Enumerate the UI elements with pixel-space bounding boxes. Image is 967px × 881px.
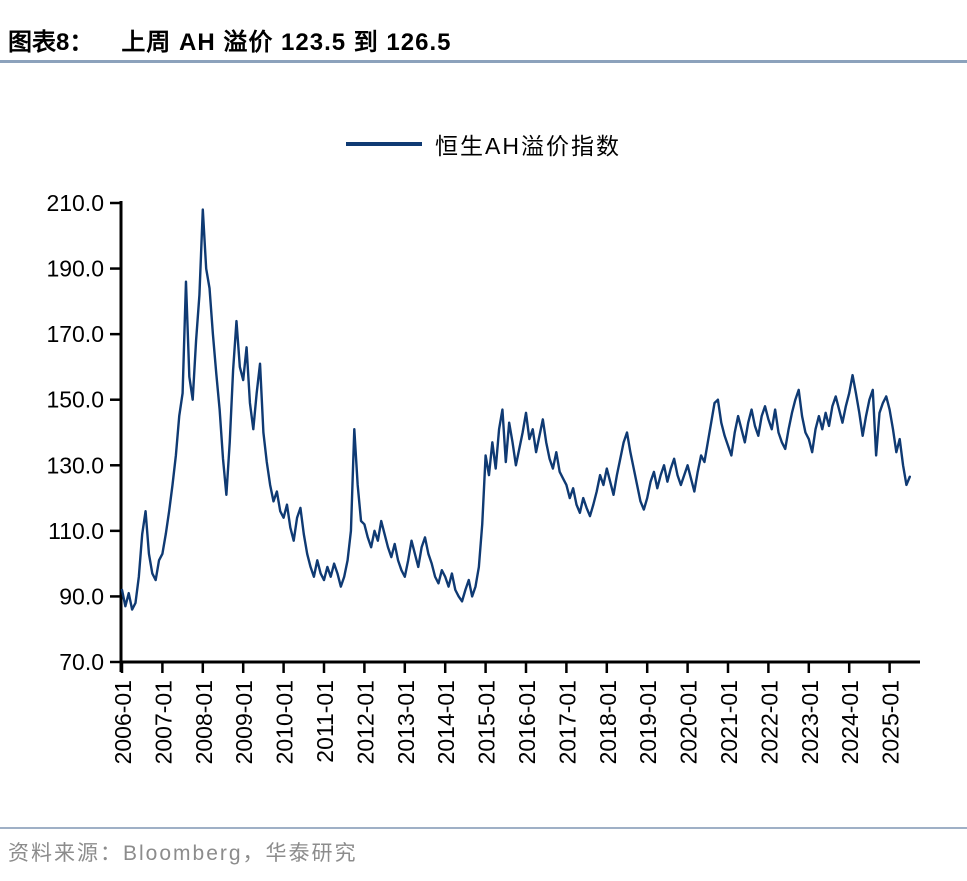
chart-legend: 恒生AH溢价指数 bbox=[0, 127, 967, 161]
x-tick-label: 2018-01 bbox=[595, 680, 621, 764]
x-tick-label: 2014-01 bbox=[433, 680, 459, 764]
x-tick-label: 2010-01 bbox=[272, 680, 298, 764]
y-tick-label: 70.0 bbox=[59, 649, 104, 675]
x-tick-label: 2006-01 bbox=[110, 680, 136, 764]
x-tick-label: 2011-01 bbox=[312, 680, 338, 763]
x-tick-label: 2009-01 bbox=[231, 680, 257, 764]
x-tick-label: 2023-01 bbox=[797, 680, 823, 764]
legend-series-label: 恒生AH溢价指数 bbox=[435, 133, 621, 159]
x-tick-label: 2022-01 bbox=[756, 680, 782, 764]
x-tick-label: 2013-01 bbox=[393, 680, 419, 764]
y-axis: 70.0 90.0 110.0 130.0 150.0 170.0 190.0 210.0 bbox=[46, 190, 123, 675]
x-tick-label: 2020-01 bbox=[676, 680, 702, 764]
title-divider bbox=[0, 60, 967, 63]
y-tick-label: 210.0 bbox=[46, 190, 104, 216]
premium-index-chart: 70.0 90.0 110.0 130.0 150.0 170.0 190.0 210.0 20… bbox=[0, 168, 967, 823]
x-tick-label: 2019-01 bbox=[635, 680, 661, 764]
x-tick-label: 2024-01 bbox=[837, 680, 863, 764]
x-tick-label: 2016-01 bbox=[514, 680, 540, 764]
y-tick-label: 170.0 bbox=[46, 321, 104, 347]
x-tick-label: 2025-01 bbox=[878, 680, 904, 764]
x-tick-label: 2017-01 bbox=[554, 680, 580, 764]
x-tick-label: 2007-01 bbox=[150, 680, 176, 764]
x-tick-label: 2015-01 bbox=[474, 680, 500, 764]
x-axis: 2006-01 2007-01 2008-01 2009-01 2010-01 2011-… bbox=[110, 660, 920, 764]
x-tick-label: 2021-01 bbox=[716, 680, 742, 764]
y-tick-label: 130.0 bbox=[46, 452, 104, 478]
chart-number-label: 图表8： bbox=[8, 29, 94, 56]
y-tick-label: 110.0 bbox=[48, 518, 104, 544]
y-tick-label: 90.0 bbox=[59, 583, 104, 609]
source-note: 资料来源：Bloomberg，华泰研究 bbox=[8, 842, 358, 865]
x-tick-label: 2012-01 bbox=[352, 680, 378, 764]
y-tick-label: 190.0 bbox=[46, 256, 104, 282]
chart-canvas: 70.0 90.0 110.0 130.0 150.0 170.0 190.0 210.0 20… bbox=[46, 190, 920, 764]
page-title: 上周 AH 溢价 123.5 到 126.5 bbox=[121, 29, 452, 56]
footer-divider bbox=[0, 827, 967, 829]
x-tick-label: 2008-01 bbox=[191, 680, 217, 764]
y-tick-label: 150.0 bbox=[46, 387, 104, 413]
legend-line-swatch bbox=[346, 142, 423, 146]
chart-header: 图表8： 上周 AH 溢价 123.5 到 126.5 bbox=[8, 22, 959, 57]
series-line-hs-ah-premium bbox=[120, 208, 911, 611]
